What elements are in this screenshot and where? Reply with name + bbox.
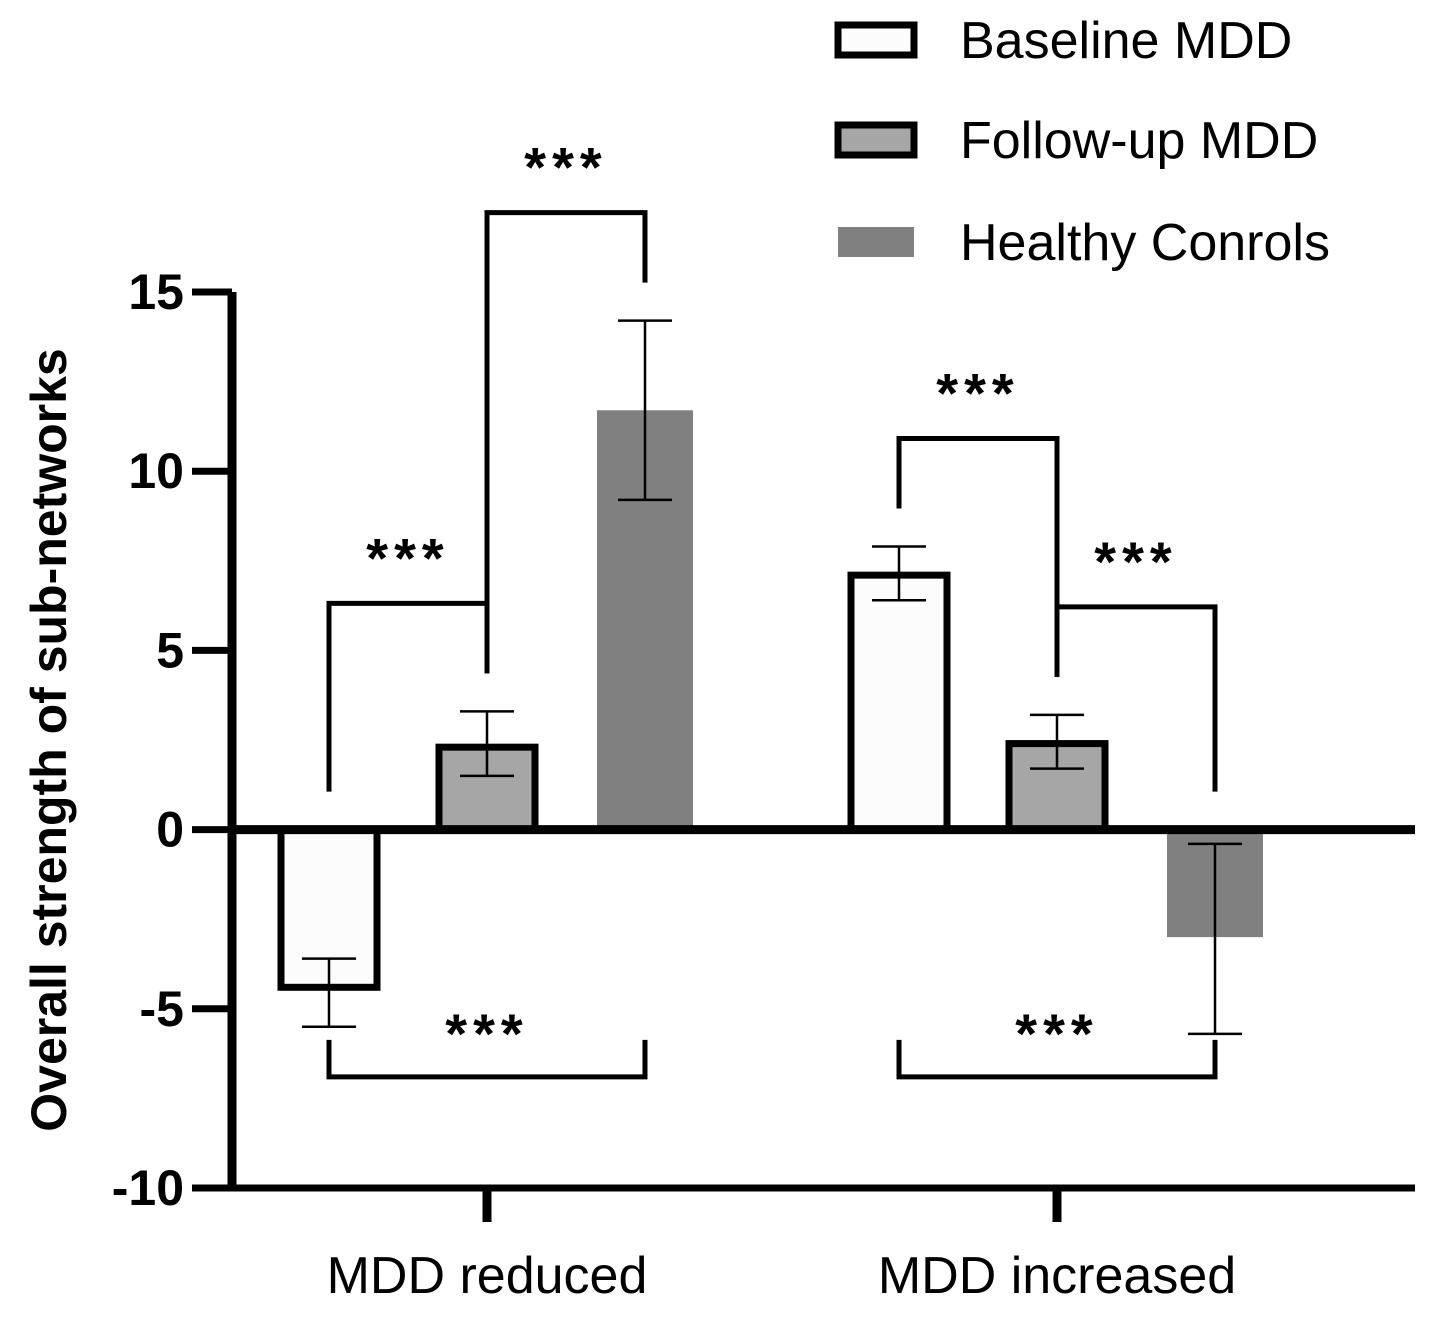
legend-swatch	[834, 21, 918, 59]
bracket-line	[326, 1039, 648, 1080]
bracket-line	[896, 435, 1060, 677]
x-tick-label: MDD increased	[878, 1247, 1236, 1305]
y-tick-label: 15	[128, 264, 184, 320]
significance-stars: ***	[445, 1002, 528, 1065]
y-tick-label: 5	[156, 622, 184, 678]
bracket-line	[484, 210, 648, 674]
significance-bracket: ***	[326, 1002, 648, 1080]
bracket-line	[1054, 604, 1218, 792]
y-axis-label: Overall strength of sub-networks	[21, 348, 77, 1131]
bars	[277, 410, 1263, 991]
axes: 15 10 5 0 -5 -10 MDD reduced MDD increased	[112, 264, 1415, 1305]
legend-item: Healthy Conrols	[838, 214, 1330, 272]
y-tick-label: 10	[128, 443, 184, 499]
legend-item: Follow-up MDD	[834, 112, 1318, 170]
significance-bracket: ***	[326, 526, 490, 792]
significance-bracket: ***	[896, 361, 1060, 677]
legend-item: Baseline MDD	[834, 12, 1292, 70]
y-tick-label: 0	[156, 802, 184, 858]
legend-swatch	[834, 121, 918, 159]
bar-baseline-1	[847, 571, 951, 834]
significance-stars: ***	[1015, 1002, 1098, 1065]
significance-bracket: ***	[1054, 530, 1218, 792]
significance-bracket: ***	[484, 136, 648, 674]
legend-label: Baseline MDD	[960, 12, 1292, 70]
y-tick-label: -10	[112, 1160, 184, 1216]
y-tick-label: -5	[140, 981, 184, 1037]
legend-label: Follow-up MDD	[960, 112, 1318, 170]
significance-stars: ***	[366, 526, 449, 589]
significance-stars: ***	[524, 136, 607, 199]
error-bars	[302, 319, 1242, 1036]
significance-stars: ***	[1094, 530, 1177, 593]
legend-label: Healthy Conrols	[960, 214, 1330, 272]
x-tick-label: MDD reduced	[327, 1247, 648, 1305]
significance-brackets: *** *** *** *** *** ***	[326, 136, 1218, 1080]
bracket-line	[896, 1039, 1218, 1080]
significance-bracket: ***	[896, 1002, 1218, 1080]
significance-stars: ***	[936, 361, 1019, 424]
legend-swatch	[838, 227, 914, 257]
legend: Baseline MDD Follow-up MDD Healthy Conrols	[834, 12, 1330, 272]
